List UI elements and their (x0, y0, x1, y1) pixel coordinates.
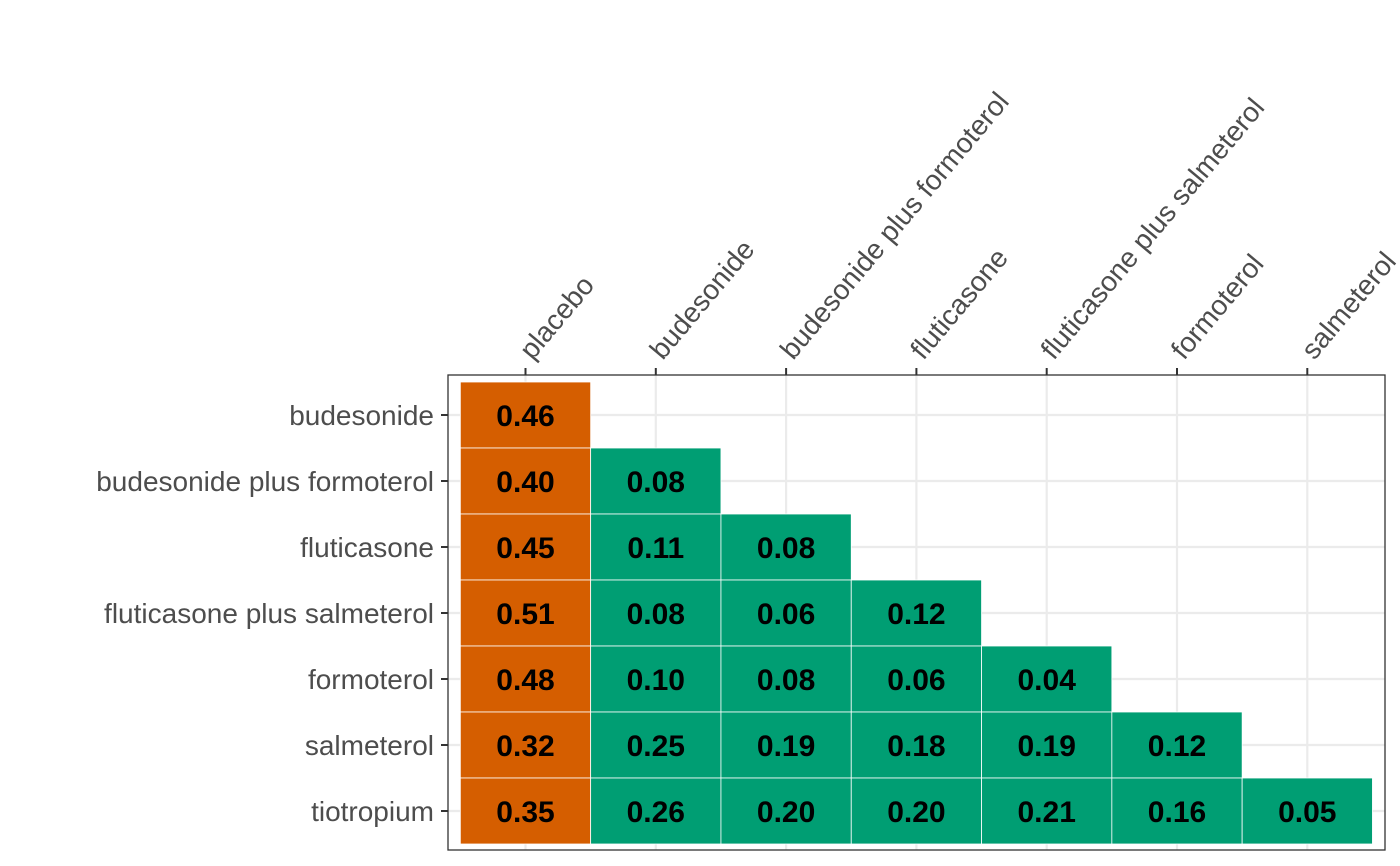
y-tick-label: budesonide (289, 400, 434, 431)
cell-value-label: 0.08 (627, 466, 685, 499)
heatmap-cell (459, 447, 592, 515)
heatmap-cell (1241, 777, 1373, 845)
cell-value-label: 0.08 (627, 598, 685, 631)
heatmap-cell (459, 381, 592, 449)
heatmap-cell (720, 645, 852, 713)
heatmap-cell (459, 645, 592, 713)
cell-value-label: 0.06 (757, 598, 815, 631)
heatmap-cell (850, 777, 982, 845)
cell-value-label: 0.08 (757, 664, 815, 697)
y-tick-label: fluticasone (300, 532, 434, 563)
heatmap-cell (459, 711, 592, 779)
cell-value-label: 0.48 (496, 664, 554, 697)
x-axis: placebo budesonide budesonide plus formote… (513, 86, 1400, 375)
x-tick-label: salmeterol (1295, 246, 1400, 365)
cell-value-label: 0.21 (1018, 796, 1076, 829)
cell-value-label: 0.26 (627, 796, 685, 829)
cell-value-label: 0.16 (1148, 796, 1206, 829)
heatmap-cell (590, 579, 722, 647)
heatmap-cell (981, 777, 1113, 845)
cell-value-label: 0.46 (496, 400, 554, 433)
heatmap-cell (981, 645, 1113, 713)
x-tick-label: budesonide (644, 234, 761, 365)
heatmap-cell (1111, 777, 1243, 845)
cell-value-label: 0.05 (1278, 796, 1336, 829)
cell-value-labels: 0.46 0.40 0.08 0.45 0.11 0.08 0.51 0.08 0.06 0.12… (496, 400, 1336, 829)
cell-value-label: 0.19 (757, 730, 815, 763)
y-tick-label: budesonide plus formoterol (96, 466, 434, 497)
heatmap-cell (459, 513, 592, 581)
x-tick-label: budesonide plus formoterol (774, 86, 1015, 365)
cell-value-label: 0.10 (627, 664, 685, 697)
y-axis: budesonide budesonide plus formoterol flut… (96, 400, 448, 827)
y-tick-label: formoterol (308, 664, 434, 695)
cell-value-label: 0.32 (496, 730, 554, 763)
cell-value-label: 0.08 (757, 532, 815, 565)
cell-value-label: 0.40 (496, 466, 554, 499)
y-tick-label: salmeterol (305, 730, 434, 761)
heatmap-cell (850, 711, 982, 779)
cell-value-label: 0.19 (1018, 730, 1076, 763)
heatmap-cell (720, 777, 852, 845)
cell-value-label: 0.35 (496, 796, 554, 829)
y-tick-label: fluticasone plus salmeterol (104, 598, 434, 629)
cell-value-label: 0.04 (1018, 664, 1077, 697)
x-tick-label: fluticasone plus salmeterol (1035, 92, 1271, 365)
x-tick-label: placebo (513, 270, 600, 365)
cell-value-label: 0.51 (496, 598, 554, 631)
heatmap-cell (981, 711, 1113, 779)
heatmap-cell (1111, 711, 1243, 779)
heatmap-cell (459, 579, 592, 647)
x-tick-label: fluticasone (904, 242, 1014, 364)
heatmap-cell (720, 579, 852, 647)
y-tick-label: tiotropium (311, 796, 434, 827)
heatmap-cell (590, 711, 722, 779)
cell-value-label: 0.11 (627, 532, 684, 565)
cell-value-label: 0.12 (1148, 730, 1206, 763)
cell-value-label: 0.25 (627, 730, 685, 763)
cell-value-label: 0.20 (757, 796, 815, 829)
cell-value-label: 0.06 (887, 664, 945, 697)
cell-value-label: 0.18 (887, 730, 945, 763)
heatmap-cell (720, 513, 852, 581)
cell-value-label: 0.12 (887, 598, 945, 631)
heatmap-cell (459, 777, 592, 845)
heatmap-cells (459, 381, 1373, 845)
cell-value-label: 0.45 (496, 532, 554, 565)
x-tick-label: formoterol (1165, 248, 1270, 364)
cell-value-label: 0.20 (887, 796, 945, 829)
heatmap-cell (590, 447, 722, 515)
heatmap-cell (590, 777, 722, 845)
